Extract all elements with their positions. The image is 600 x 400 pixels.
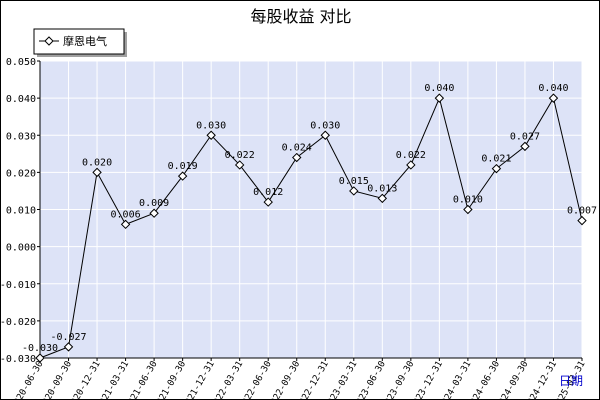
y-tick-label: -0.030: [1, 354, 36, 365]
data-markers: [35, 93, 587, 363]
data-point-marker: [548, 93, 559, 103]
data-point-marker: [120, 219, 131, 230]
data-point-marker: [577, 215, 587, 226]
data-point-marker: [349, 186, 359, 196]
data-point-marker: [35, 353, 45, 363]
data-label: 0.022: [396, 150, 426, 161]
data-label: 0.024: [282, 143, 312, 154]
data-point-marker: [463, 204, 473, 215]
data-label: 0.006: [111, 209, 141, 220]
data-label: -0.030: [22, 343, 58, 354]
data-label: 0.007: [567, 206, 597, 217]
data-label: 0.013: [367, 183, 397, 194]
data-point-marker: [320, 130, 330, 140]
chart-title: 每股收益 对比: [250, 7, 351, 26]
data-point-marker: [149, 208, 159, 218]
data-label: 0.027: [510, 131, 540, 142]
data-point-marker: [177, 171, 188, 181]
data-point-marker: [234, 160, 245, 170]
data-point-marker: [434, 93, 445, 103]
data-label: 0.009: [139, 198, 169, 209]
x-axis-unit-label: 日期: [559, 374, 583, 388]
x-tick-labels: 2020-06-302020-09-302020-12-312021-03-31…: [10, 358, 588, 399]
data-label: 0.015: [339, 176, 369, 187]
y-tick-label: 0.000: [6, 243, 36, 254]
data-label: 0.019: [168, 161, 198, 172]
data-point-marker: [206, 130, 216, 140]
y-tick-label: -0.010: [1, 280, 36, 291]
y-tick-label: 0.040: [6, 94, 36, 105]
data-label: 0.030: [310, 120, 340, 131]
data-point-marker: [406, 160, 416, 170]
data-label: 0.022: [225, 150, 255, 161]
data-label: 0.021: [481, 154, 511, 165]
x-tick-label: 2020-06-30: [10, 360, 46, 400]
legend-label: 摩恩电气: [63, 34, 107, 48]
series-polyline: [39, 96, 583, 359]
data-point-marker: [263, 197, 273, 207]
data-point-marker: [292, 152, 302, 163]
series-line: [39, 96, 583, 359]
data-label: 0.010: [453, 195, 483, 206]
y-tick-label: -0.020: [1, 317, 36, 328]
data-point-marker: [377, 193, 388, 204]
data-label: -0.027: [50, 332, 86, 343]
legend-diamond-icon: [44, 36, 54, 46]
y-tick-labels: 0.050 0.040 0.030 0.020 0.010 0.000 -0.010 -0.0…: [1, 57, 40, 365]
data-label: 0.040: [424, 83, 454, 94]
y-tick-label: 0.010: [6, 206, 36, 217]
data-label: 0.040: [538, 83, 568, 94]
data-label: 0.012: [253, 187, 283, 198]
data-label: 0.030: [196, 120, 226, 131]
data-point-marker: [520, 141, 530, 152]
data-point-marker: [92, 167, 102, 178]
legend: 摩恩电气: [33, 28, 127, 57]
y-tick-label: 0.020: [6, 168, 36, 179]
data-label: 0.020: [82, 157, 112, 168]
data-point-marker: [63, 342, 74, 352]
y-tick-label: 0.050: [6, 57, 36, 68]
data-point-marker: [491, 163, 502, 174]
y-tick-label: 0.030: [6, 131, 36, 142]
